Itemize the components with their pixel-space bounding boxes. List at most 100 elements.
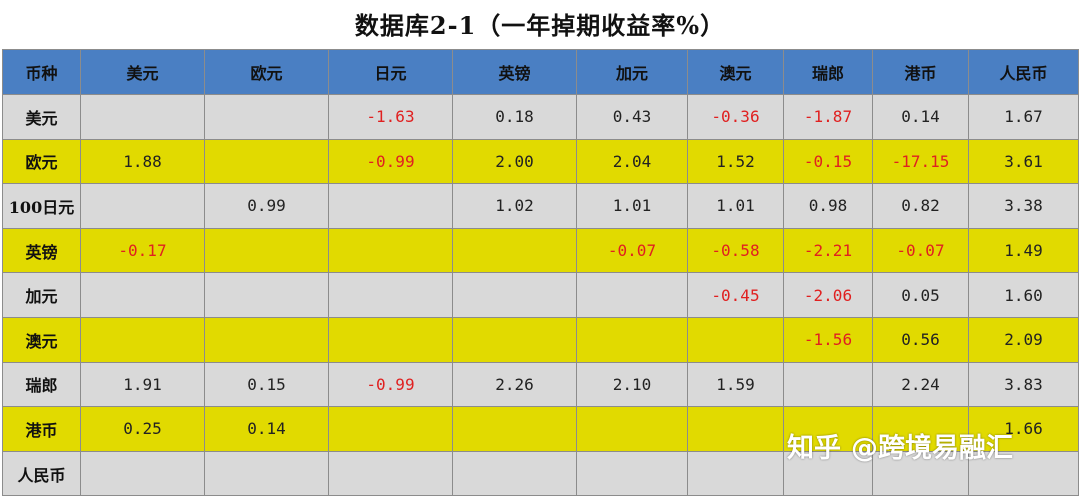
table-cell	[204, 272, 329, 318]
table-cell: -0.36	[687, 94, 784, 140]
header-cell: 人民币	[968, 49, 1079, 95]
table-cell: -17.15	[872, 138, 969, 185]
table-cell	[328, 450, 453, 496]
table-cell: -0.45	[687, 272, 784, 318]
table-cell: 2.09	[968, 316, 1079, 363]
table-title: 数据库2-1（一年掉期收益率%）	[354, 11, 726, 40]
header-cell: 欧元	[204, 49, 329, 95]
row-header: 100日元	[2, 183, 81, 229]
header-cell: 英镑	[452, 49, 577, 95]
table-row: 瑞郎 1.91 0.15 -0.99 2.26 2.10 1.59 2.24 3.83	[2, 361, 1079, 408]
header-cell: 澳元	[687, 49, 784, 95]
table-cell: 1.52	[687, 138, 784, 185]
table-cell	[328, 316, 453, 363]
table-cell	[80, 94, 205, 140]
table-cell	[80, 450, 205, 496]
header-row: 币种 美元 欧元 日元 英镑 加元 澳元 瑞郎 港币 人民币	[2, 49, 1079, 95]
table-cell	[783, 361, 873, 408]
row-header: 瑞郎	[2, 361, 81, 408]
table-cell: 2.00	[452, 138, 577, 185]
table-cell	[204, 450, 329, 496]
header-cell: 港币	[872, 49, 969, 95]
table-cell: 1.59	[687, 361, 784, 408]
table-cell	[452, 316, 577, 363]
table-row: 港币 0.25 0.14 1.66	[2, 406, 1079, 452]
table-cell: 2.24	[872, 361, 969, 408]
header-cell: 加元	[576, 49, 688, 95]
table-row: 欧元 1.88 -0.99 2.00 2.04 1.52 -0.15 -17.15 3.61	[2, 138, 1079, 185]
header-cell: 美元	[80, 49, 205, 95]
table-cell: 3.38	[968, 183, 1079, 229]
table-cell: -1.87	[783, 94, 873, 140]
table-cell: 1.01	[687, 183, 784, 229]
table-cell: -0.15	[783, 138, 873, 185]
table-cell: -0.99	[328, 138, 453, 185]
header-cell: 日元	[328, 49, 453, 95]
table-row: 加元 -0.45 -2.06 0.05 1.60	[2, 272, 1079, 318]
table-cell: 0.15	[204, 361, 329, 408]
table-cell	[80, 272, 205, 318]
table-cell: -2.06	[783, 272, 873, 318]
table-row: 英镑 -0.17 -0.07 -0.58 -2.21 -0.07 1.49	[2, 227, 1079, 274]
table-cell: -0.07	[872, 227, 969, 274]
table-cell: 1.49	[968, 227, 1079, 274]
table-cell	[452, 272, 577, 318]
row-header: 港币	[2, 406, 81, 452]
table-cell: 0.14	[872, 94, 969, 140]
table-cell	[872, 450, 969, 496]
row-header: 澳元	[2, 316, 81, 363]
header-currency-pair: 币种	[2, 49, 81, 95]
table-cell: -0.17	[80, 227, 205, 274]
table-cell	[872, 406, 969, 452]
row-header: 欧元	[2, 138, 81, 185]
table-cell	[687, 450, 784, 496]
row-header: 英镑	[2, 227, 81, 274]
table-cell: 1.67	[968, 94, 1079, 140]
header-cell: 瑞郎	[783, 49, 873, 95]
table-row: 美元 -1.63 0.18 0.43 -0.36 -1.87 0.14 1.67	[2, 94, 1079, 140]
table-cell: 2.26	[452, 361, 577, 408]
table-cell: 0.98	[783, 183, 873, 229]
table-cell: 1.88	[80, 138, 205, 185]
table-cell	[576, 272, 688, 318]
table-cell	[80, 316, 205, 363]
table-cell	[204, 94, 329, 140]
table-cell	[576, 406, 688, 452]
table-cell: -0.58	[687, 227, 784, 274]
table-cell	[204, 227, 329, 274]
table-cell: 0.99	[204, 183, 329, 229]
table-cell	[204, 138, 329, 185]
table-cell	[576, 450, 688, 496]
row-header: 加元	[2, 272, 81, 318]
table-cell: -1.63	[328, 94, 453, 140]
table-cell: 0.25	[80, 406, 205, 452]
table-cell	[328, 272, 453, 318]
table-cell: -1.56	[783, 316, 873, 363]
table-cell: -0.07	[576, 227, 688, 274]
table-cell	[687, 406, 784, 452]
table-cell	[204, 316, 329, 363]
table-cell	[783, 450, 873, 496]
table-cell: 0.82	[872, 183, 969, 229]
table-row: 人民币	[2, 450, 1079, 496]
table-cell	[783, 406, 873, 452]
table-cell: 1.02	[452, 183, 577, 229]
table-cell	[328, 406, 453, 452]
table-cell	[80, 183, 205, 229]
table-cell: 0.56	[872, 316, 969, 363]
table-cell: -2.21	[783, 227, 873, 274]
table-cell	[452, 406, 577, 452]
table-cell: 2.10	[576, 361, 688, 408]
table-cell	[328, 183, 453, 229]
table-row: 100日元 0.99 1.02 1.01 1.01 0.98 0.82 3.38	[2, 183, 1079, 229]
row-header: 人民币	[2, 450, 81, 496]
table-cell: 2.04	[576, 138, 688, 185]
swap-yield-table: 币种 美元 欧元 日元 英镑 加元 澳元 瑞郎 港币 人民币 美元 -1.63 0.18 0.43 -0.…	[2, 49, 1079, 496]
table-cell: 0.05	[872, 272, 969, 318]
table-cell: 1.91	[80, 361, 205, 408]
table-cell: 1.66	[968, 406, 1079, 452]
table-cell	[328, 227, 453, 274]
table-cell: 3.61	[968, 138, 1079, 185]
table-cell: 1.01	[576, 183, 688, 229]
table-cell: 3.83	[968, 361, 1079, 408]
